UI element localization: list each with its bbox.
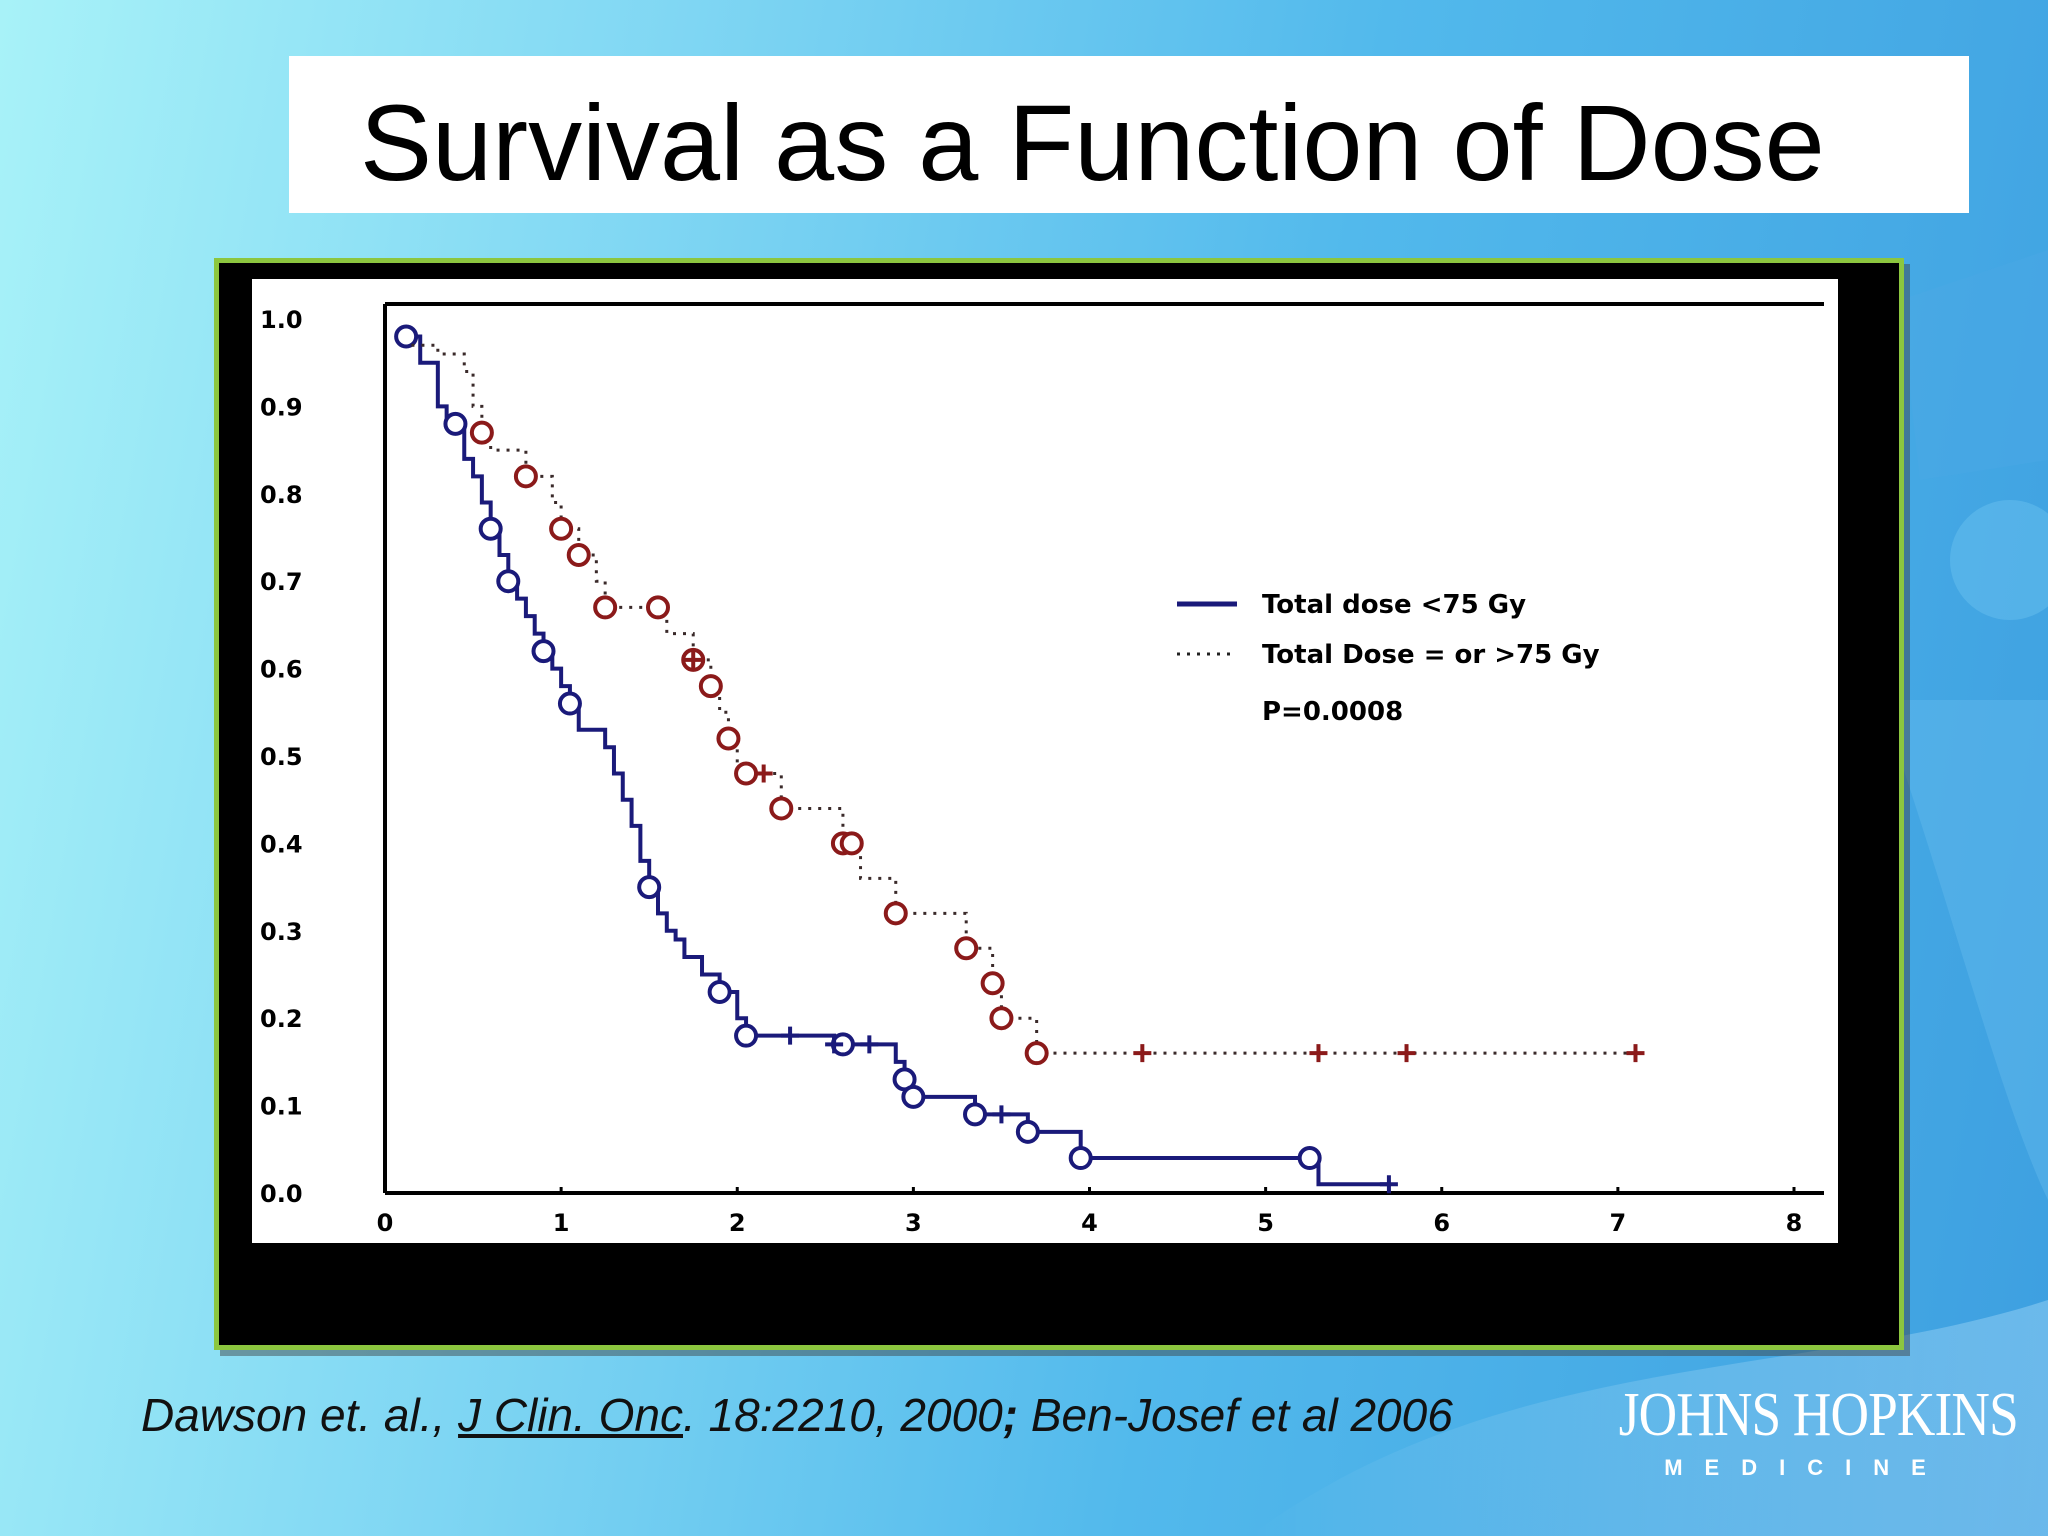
series-low-dose-censor bbox=[781, 1027, 799, 1045]
citation-authors: Dawson et. al., bbox=[141, 1389, 458, 1441]
series-low-dose-line bbox=[403, 336, 1389, 1184]
citation-volume: . 18:2210, 2000 bbox=[683, 1389, 1003, 1441]
slide-title: Survival as a Function of Dose bbox=[360, 80, 1825, 205]
y-tick-label: 0.6 bbox=[260, 656, 303, 684]
title-box: Survival as a Function of Dose bbox=[289, 56, 1969, 213]
series-low-dose-marker bbox=[736, 1026, 756, 1046]
x-tick-label: 4 bbox=[1081, 1209, 1098, 1237]
series-low-dose-marker bbox=[560, 694, 580, 714]
series-low-dose-marker bbox=[710, 982, 730, 1002]
series-high-dose-marker bbox=[472, 423, 492, 443]
series-high-dose-marker bbox=[648, 597, 668, 617]
series-high-dose-marker bbox=[736, 763, 756, 783]
series-high-dose-marker bbox=[551, 519, 571, 539]
y-tick-label: 0.4 bbox=[260, 830, 303, 858]
series-high-dose-marker bbox=[983, 973, 1003, 993]
series-high-dose-marker bbox=[516, 466, 536, 486]
citation-journal: J Clin. Onc bbox=[458, 1389, 683, 1441]
y-tick-label: 0.9 bbox=[260, 393, 303, 421]
series-high-dose-marker bbox=[886, 903, 906, 923]
series-high-dose-line bbox=[411, 345, 1635, 1053]
series-high-dose-marker bbox=[718, 729, 738, 749]
logo-sub: MEDICINE bbox=[1590, 1455, 2000, 1481]
legend-label-high-dose: Total Dose = or >75 Gy bbox=[1262, 640, 1600, 670]
series-high-dose-marker bbox=[595, 597, 615, 617]
series-high-dose-marker bbox=[1027, 1043, 1047, 1063]
series-high-dose-censor bbox=[1309, 1044, 1327, 1062]
x-tick-label: 7 bbox=[1610, 1209, 1627, 1237]
x-tick-label: 0 bbox=[377, 1209, 394, 1237]
citation-separator: ; bbox=[1003, 1389, 1018, 1441]
y-tick-label: 0.0 bbox=[260, 1180, 303, 1208]
plot-panel: 0 1 2 3 4 5 6 7 8 1.0 0.9 0.8 0.7 0.6 0.5 0.4 0.3 0.2 0.1 0… bbox=[252, 279, 1838, 1243]
x-tick-label: 6 bbox=[1433, 1209, 1450, 1237]
series-high-dose-censor bbox=[755, 764, 773, 782]
series-low-dose-marker bbox=[965, 1104, 985, 1124]
series-low-dose-censor bbox=[860, 1035, 878, 1053]
y-tick-label: 0.1 bbox=[260, 1093, 303, 1121]
series-low-dose-marker bbox=[1018, 1122, 1038, 1142]
series-low-dose-marker bbox=[396, 326, 416, 346]
y-tick-label: 1.0 bbox=[260, 306, 303, 334]
series-low-dose-censor bbox=[992, 1105, 1010, 1123]
x-tick-label: 1 bbox=[553, 1209, 570, 1237]
series-low-dose-marker bbox=[534, 641, 554, 661]
series-high-dose-marker bbox=[701, 676, 721, 696]
y-tick-label: 0.7 bbox=[260, 568, 303, 596]
series-low-dose-marker bbox=[481, 519, 501, 539]
series-high-dose-marker bbox=[991, 1008, 1011, 1028]
johns-hopkins-logo: JOHNS HOPKINS MEDICINE bbox=[1590, 1380, 2000, 1481]
y-tick-label: 0.5 bbox=[260, 743, 303, 771]
citation: Dawson et. al., J Clin. Onc. 18:2210, 20… bbox=[141, 1388, 1453, 1442]
series-low-dose-marker bbox=[639, 877, 659, 897]
series-low-dose-marker bbox=[1071, 1148, 1091, 1168]
x-tick-label: 3 bbox=[905, 1209, 922, 1237]
x-tick-label: 2 bbox=[729, 1209, 746, 1237]
y-tick-label: 0.8 bbox=[260, 481, 303, 509]
series-high-dose-marker bbox=[956, 938, 976, 958]
series-high-dose-marker bbox=[569, 545, 589, 565]
series-high-dose-censor bbox=[1133, 1044, 1151, 1062]
series-low-dose-marker bbox=[498, 571, 518, 591]
series-high-dose-marker bbox=[842, 833, 862, 853]
series-low-dose-censor bbox=[1380, 1175, 1398, 1193]
series-low-dose-marker bbox=[1300, 1148, 1320, 1168]
x-tick-label: 8 bbox=[1786, 1209, 1803, 1237]
x-tick-label: 5 bbox=[1257, 1209, 1274, 1237]
legend-label-low-dose: Total dose <75 Gy bbox=[1262, 590, 1526, 620]
series-high-dose-censor bbox=[1626, 1044, 1644, 1062]
survival-chart: 0 1 2 3 4 5 6 7 8 1.0 0.9 0.8 0.7 0.6 0.5 0.4 0.3 0.2 0.1 0… bbox=[252, 279, 1838, 1243]
series-high-dose-marker bbox=[771, 798, 791, 818]
citation-second-ref: Ben-Josef et al 2006 bbox=[1018, 1389, 1453, 1441]
series-high-dose-censor bbox=[1398, 1044, 1416, 1062]
series-low-dose-marker bbox=[445, 414, 465, 434]
series-low-dose-marker bbox=[903, 1087, 923, 1107]
p-value-annotation: P=0.0008 bbox=[1262, 697, 1403, 727]
y-tick-label: 0.2 bbox=[260, 1005, 303, 1033]
logo-name: JOHNS HOPKINS bbox=[1619, 1380, 1972, 1451]
y-tick-label: 0.3 bbox=[260, 918, 303, 946]
